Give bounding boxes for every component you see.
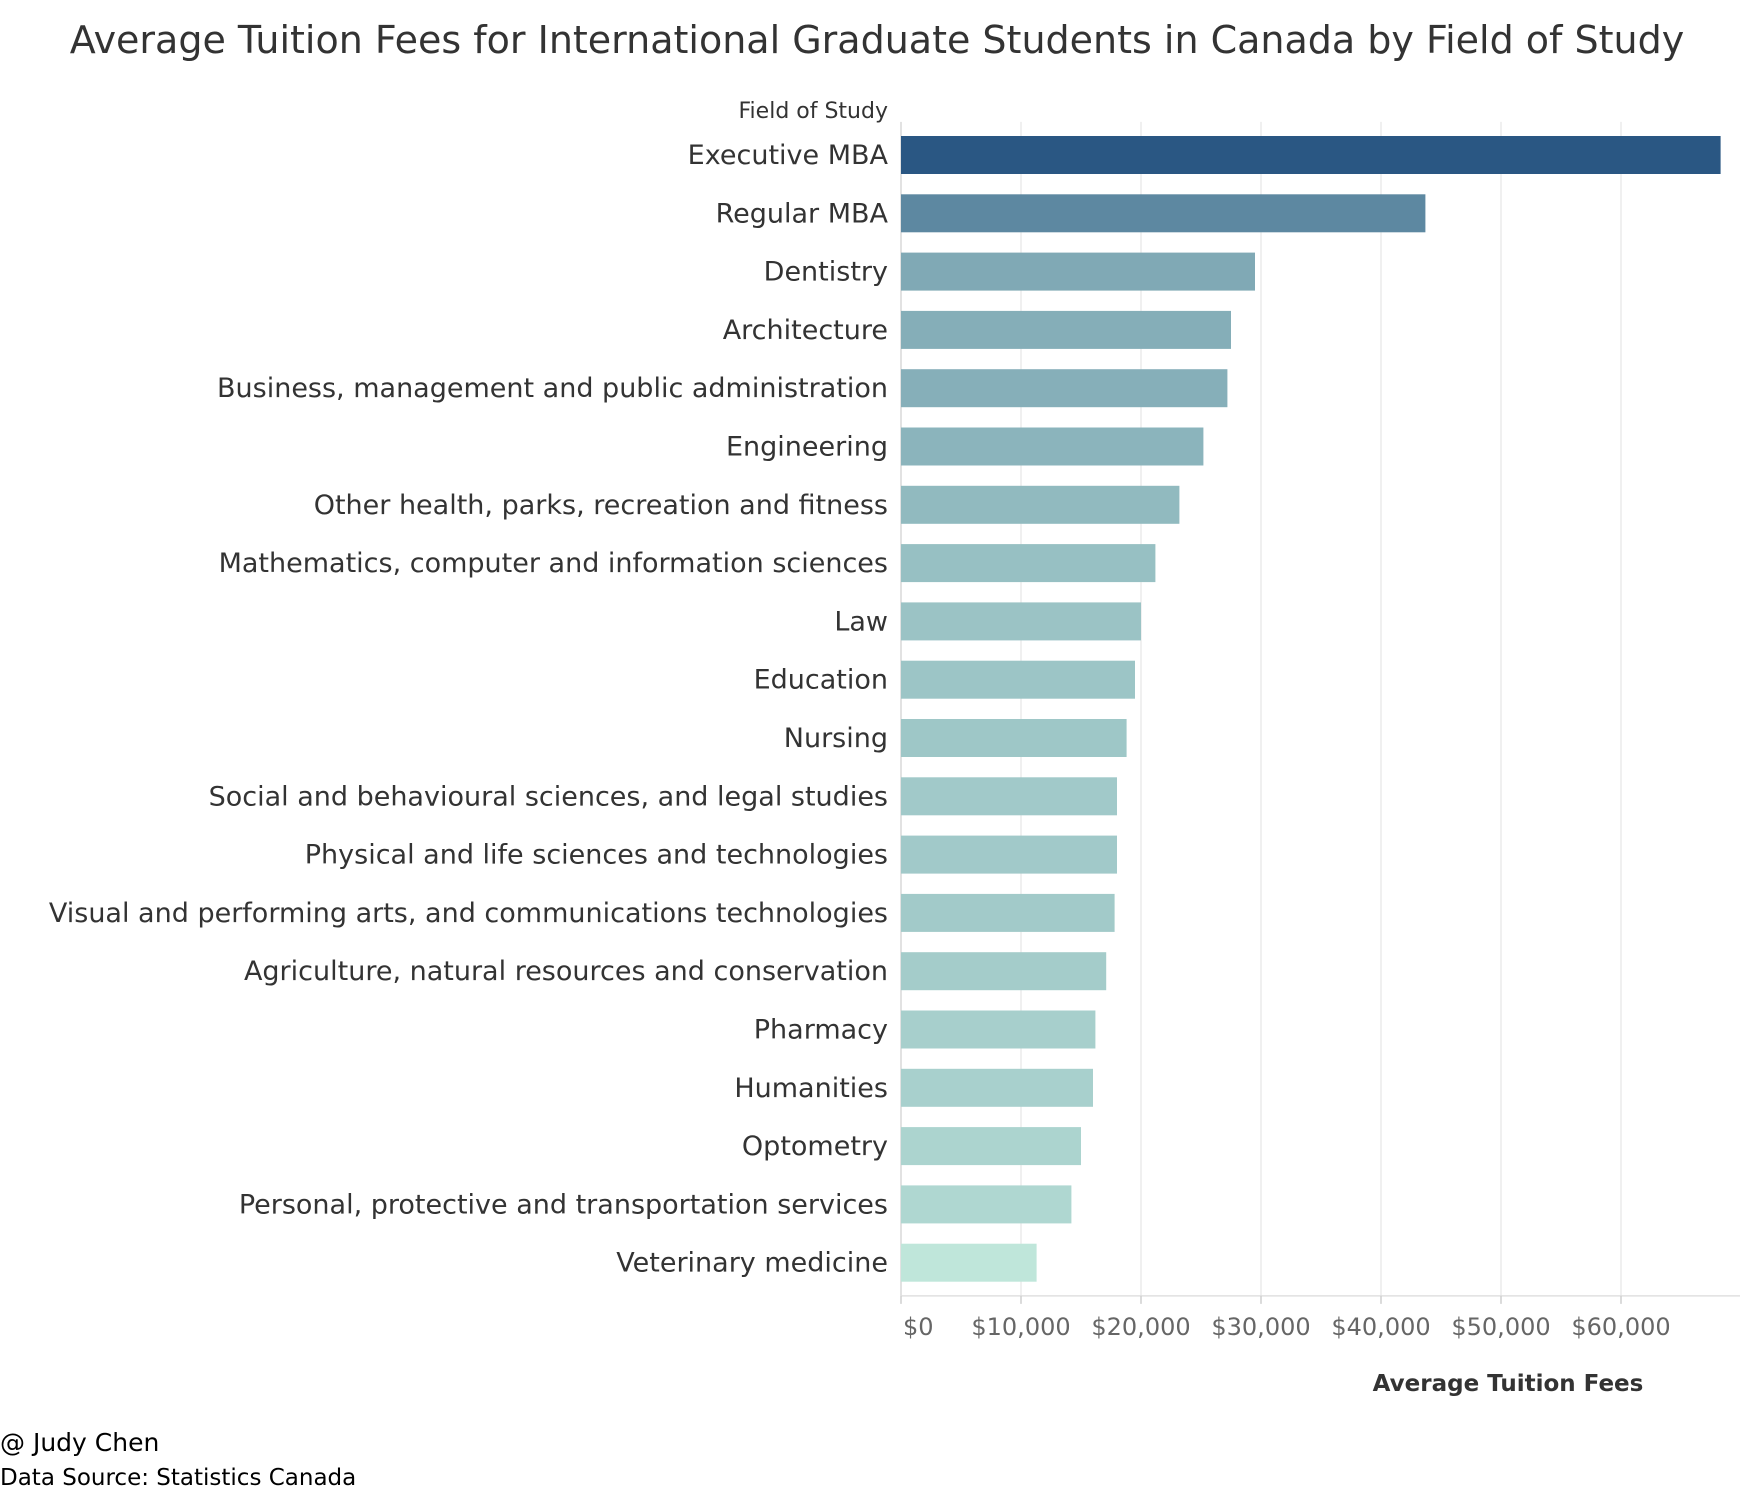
category-label: Physical and life sciences and technolog…	[305, 840, 888, 871]
bar[interactable]	[901, 1243, 1037, 1282]
data-source-note: Data Source: Statistics Canada	[0, 1465, 357, 1491]
x-tick-label: $30,000	[1211, 1313, 1310, 1341]
category-label: Business, management and public administ…	[217, 373, 888, 404]
category-labels: Executive MBA Regular MBA Dentistry Archite…	[49, 140, 889, 1279]
bar[interactable]	[901, 194, 1426, 233]
bar[interactable]	[901, 485, 1180, 524]
author-credit: @ Judy Chen	[0, 1428, 160, 1457]
category-label: Social and behavioural sciences, and leg…	[209, 781, 888, 812]
bar[interactable]	[901, 1185, 1072, 1224]
bar[interactable]	[901, 252, 1255, 291]
category-label: Other health, parks, recreation and fitn…	[314, 490, 888, 521]
category-label: Humanities	[734, 1073, 888, 1104]
category-label: Visual and performing arts, and communic…	[49, 898, 888, 929]
bar[interactable]	[901, 369, 1228, 408]
x-tick-label: $10,000	[971, 1313, 1070, 1341]
x-tick-label: $40,000	[1331, 1313, 1430, 1341]
bar[interactable]	[901, 602, 1141, 641]
x-tick-label: $20,000	[1091, 1313, 1190, 1341]
category-label: Personal, protective and transportation …	[239, 1189, 888, 1220]
chart-title: Average Tuition Fees for International G…	[69, 18, 1685, 62]
category-label: Mathematics, computer and information sc…	[219, 548, 888, 579]
category-label: Pharmacy	[754, 1015, 888, 1046]
bar[interactable]	[901, 719, 1127, 757]
x-tick-label: $60,000	[1571, 1313, 1670, 1341]
category-label: Engineering	[726, 432, 888, 463]
bar[interactable]	[901, 777, 1117, 816]
category-label: Dentistry	[764, 257, 888, 288]
bar[interactable]	[901, 310, 1231, 349]
category-axis-header: Field of Study	[739, 99, 889, 124]
category-label: Executive MBA	[688, 140, 889, 171]
bar[interactable]	[901, 544, 1156, 583]
category-label: Law	[834, 606, 888, 637]
bar[interactable]	[901, 1127, 1081, 1166]
category-label: Veterinary medicine	[616, 1248, 888, 1279]
x-axis-title: Average Tuition Fees	[1373, 1371, 1644, 1397]
bar[interactable]	[901, 1010, 1096, 1049]
x-axis-ticks: $0 $10,000 $20,000 $30,000 $40,000 $50,000 $60…	[900, 1295, 1740, 1341]
category-label: Nursing	[784, 723, 888, 754]
bar[interactable]	[901, 1068, 1093, 1107]
bar[interactable]	[901, 136, 1721, 174]
category-label: Education	[754, 665, 888, 696]
category-label: Regular MBA	[716, 198, 889, 229]
gridlines	[900, 121, 1622, 1296]
bar[interactable]	[901, 660, 1135, 699]
category-label: Agriculture, natural resources and conse…	[244, 956, 888, 987]
bars	[901, 136, 1721, 1282]
bar[interactable]	[901, 952, 1107, 991]
bar[interactable]	[901, 893, 1115, 932]
bar[interactable]	[901, 835, 1117, 874]
x-tick-label: $0	[903, 1313, 934, 1341]
x-tick-label: $50,000	[1451, 1313, 1550, 1341]
bar[interactable]	[901, 427, 1204, 466]
category-label: Architecture	[723, 315, 888, 346]
category-label: Optometry	[742, 1131, 888, 1162]
